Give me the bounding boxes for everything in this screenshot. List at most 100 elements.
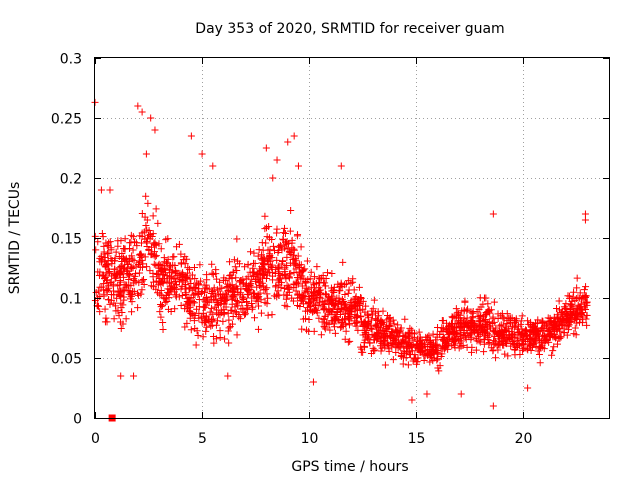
data-point bbox=[537, 337, 545, 345]
data-point bbox=[94, 287, 102, 295]
data-point bbox=[438, 324, 446, 332]
data-point bbox=[183, 255, 191, 263]
data-point bbox=[266, 250, 274, 258]
data-point bbox=[327, 307, 335, 315]
data-point bbox=[475, 317, 483, 325]
data-point bbox=[139, 260, 147, 268]
data-point bbox=[153, 270, 161, 278]
data-point bbox=[501, 350, 509, 358]
data-point bbox=[188, 271, 196, 279]
data-point bbox=[284, 138, 292, 146]
data-point bbox=[192, 341, 200, 349]
data-point bbox=[251, 259, 259, 267]
data-point bbox=[385, 341, 393, 349]
data-point bbox=[217, 295, 225, 303]
data-point bbox=[341, 291, 349, 299]
data-point bbox=[263, 290, 271, 298]
data-point bbox=[569, 307, 577, 315]
data-point bbox=[149, 212, 157, 220]
data-point bbox=[121, 235, 129, 243]
y-tick-label: 0.3 bbox=[60, 52, 82, 68]
data-point bbox=[122, 283, 130, 291]
data-point bbox=[276, 272, 284, 280]
data-point bbox=[362, 302, 370, 310]
y-tick-label: 0.25 bbox=[51, 112, 82, 128]
data-point bbox=[285, 274, 293, 282]
data-point bbox=[248, 305, 256, 313]
data-point bbox=[561, 304, 569, 312]
data-point bbox=[507, 320, 515, 328]
data-point bbox=[177, 276, 185, 284]
data-point bbox=[389, 356, 397, 364]
data-point bbox=[485, 338, 493, 346]
data-point bbox=[408, 329, 416, 337]
data-point bbox=[94, 302, 102, 310]
data-point bbox=[127, 231, 135, 239]
data-point bbox=[137, 290, 145, 298]
data-point bbox=[352, 305, 360, 313]
data-point bbox=[203, 271, 211, 279]
data-point bbox=[219, 276, 227, 284]
data-point bbox=[546, 332, 554, 340]
data-point bbox=[337, 162, 345, 170]
data-point bbox=[244, 287, 252, 295]
data-point bbox=[107, 246, 115, 254]
data-point bbox=[578, 309, 586, 317]
data-point bbox=[266, 257, 274, 265]
data-point bbox=[290, 246, 298, 254]
data-point bbox=[476, 338, 484, 346]
data-point bbox=[182, 272, 190, 280]
data-point bbox=[135, 269, 143, 277]
data-point bbox=[364, 310, 372, 318]
data-point bbox=[359, 348, 367, 356]
data-point bbox=[317, 291, 325, 299]
data-point bbox=[285, 247, 293, 255]
data-point bbox=[383, 316, 391, 324]
data-point bbox=[196, 261, 204, 269]
data-point bbox=[155, 240, 163, 248]
data-point bbox=[572, 331, 580, 339]
data-point bbox=[303, 257, 311, 265]
data-point bbox=[570, 288, 578, 296]
data-point bbox=[341, 335, 349, 343]
data-point bbox=[101, 258, 109, 266]
data-point bbox=[201, 303, 209, 311]
data-point bbox=[310, 327, 318, 335]
data-point bbox=[469, 308, 477, 316]
data-point bbox=[503, 310, 511, 318]
data-point bbox=[128, 252, 136, 260]
data-point bbox=[191, 291, 199, 299]
data-point bbox=[298, 325, 306, 333]
data-point bbox=[172, 278, 180, 286]
data-point bbox=[551, 330, 559, 338]
data-point bbox=[367, 325, 375, 333]
data-point bbox=[363, 333, 371, 341]
data-point bbox=[227, 306, 235, 314]
data-point bbox=[151, 253, 159, 261]
data-point bbox=[518, 341, 526, 349]
data-point bbox=[210, 284, 218, 292]
data-point bbox=[483, 308, 491, 316]
data-point bbox=[491, 340, 499, 348]
data-point bbox=[164, 235, 172, 243]
data-point bbox=[156, 300, 164, 308]
data-point bbox=[484, 300, 492, 308]
data-points bbox=[91, 98, 591, 410]
data-point bbox=[120, 273, 128, 281]
data-point bbox=[190, 317, 198, 325]
data-point bbox=[100, 292, 108, 300]
data-point bbox=[251, 314, 259, 322]
data-point bbox=[186, 275, 194, 283]
data-point bbox=[544, 325, 552, 333]
data-point bbox=[114, 288, 122, 296]
data-point bbox=[526, 328, 534, 336]
data-point bbox=[550, 313, 558, 321]
data-point bbox=[504, 352, 512, 360]
data-point bbox=[167, 286, 175, 294]
data-point bbox=[338, 322, 346, 330]
data-point bbox=[205, 316, 213, 324]
data-point bbox=[205, 285, 213, 293]
data-point bbox=[581, 216, 589, 224]
grid-lines bbox=[95, 58, 609, 418]
data-point bbox=[149, 230, 157, 238]
